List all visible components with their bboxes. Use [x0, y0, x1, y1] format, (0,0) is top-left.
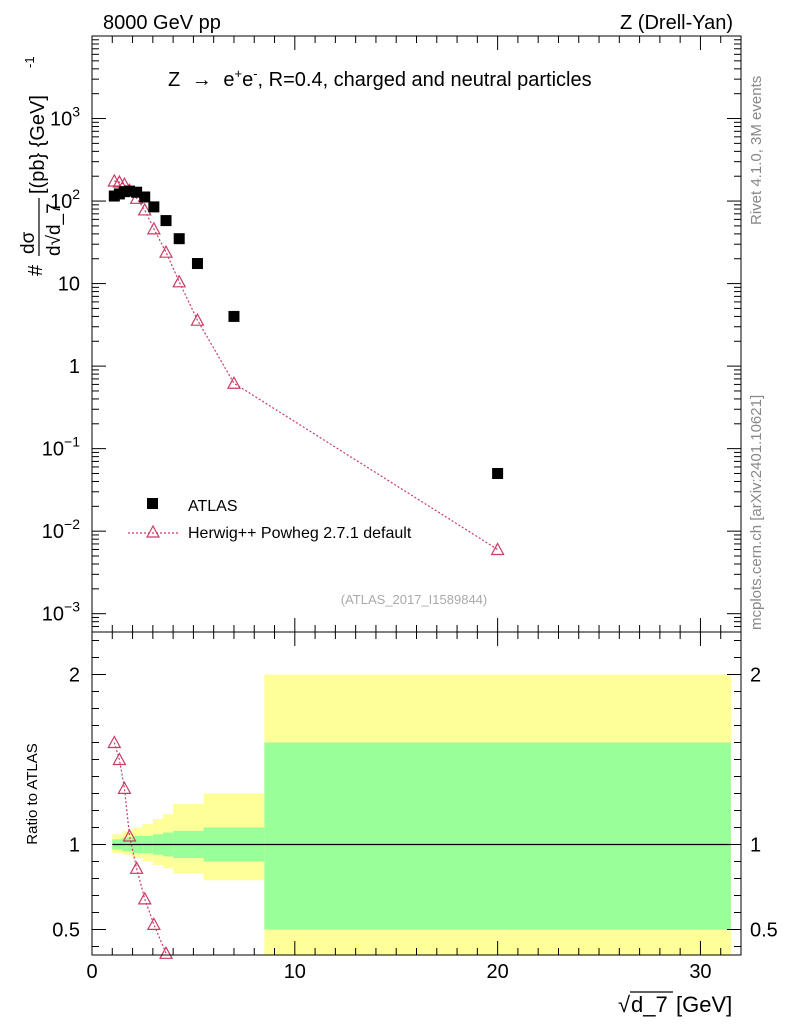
plot-title: Z → e+e-, R=0.4, charged and neutral par… — [168, 66, 592, 91]
mc-point — [490, 542, 505, 556]
main-plot-frame — [91, 35, 742, 633]
svg-text:dσ: dσ — [18, 231, 39, 254]
legend-mc-marker — [145, 524, 161, 538]
legend-data-label: ATLAS — [188, 498, 238, 515]
data-point — [173, 233, 185, 245]
mc-point — [190, 312, 205, 326]
y-tick-label: 10−2 — [42, 516, 80, 543]
mc-point — [172, 274, 187, 288]
svg-text:-1: -1 — [22, 56, 37, 68]
svg-text:√: √ — [618, 992, 631, 1017]
band-inner — [264, 742, 731, 930]
mc-points — [107, 173, 505, 556]
svg-text:#: # — [25, 264, 47, 276]
ratio-mc-point — [146, 917, 161, 931]
ratio-y-tick-label-right: 1 — [750, 835, 761, 857]
rivet-label: Rivet 4.1.0, 3M events — [748, 76, 765, 225]
legend-mc-label: Herwig++ Powheg 2.7.1 default — [188, 525, 412, 542]
x-tick-label: 0 — [86, 961, 97, 983]
y-tick-label: 10−3 — [42, 599, 80, 626]
header-left: 8000 GeV pp — [103, 12, 221, 34]
y-tick-label: 102 — [50, 186, 80, 213]
header-right: Z (Drell-Yan) — [620, 12, 733, 34]
mc-point — [159, 244, 174, 258]
ratio-mc-point — [129, 861, 144, 874]
main-x-ticks — [91, 36, 742, 632]
ratio-y-tick-label-right: 2 — [750, 665, 761, 687]
ratio-y-tick-label-right: 0.5 — [750, 920, 778, 942]
data-point — [124, 185, 136, 197]
data-points — [108, 185, 504, 479]
mc-point — [137, 202, 152, 216]
data-point — [139, 191, 151, 203]
ratio-y-tick-label-left: 0.5 — [52, 920, 80, 942]
legend-data-marker — [147, 498, 158, 509]
analysis-id: (ATLAS_2017_I1589844) — [341, 592, 487, 607]
data-point — [191, 258, 203, 270]
ratio-mc-point — [107, 735, 122, 749]
y-tick-label: 1 — [69, 356, 80, 378]
ratio-y-label: Ratio to ATLAS — [24, 743, 41, 844]
data-point — [131, 186, 143, 198]
ratio-mc-point — [112, 752, 127, 766]
svg-text:d_7: d_7 — [631, 992, 668, 1017]
y-tick-label: 10 — [58, 274, 80, 296]
main-y-ticks: 10−3 10−2 10−1 1 10 102 103 — [42, 35, 741, 633]
ratio-bands — [112, 674, 731, 955]
ratio-mc-point — [159, 946, 174, 959]
ratio-plot: 0 10 20 30 0.5 0.5 1 1 2 2 Ratio to ATLAS √ d_7 [… — [24, 631, 778, 1017]
mc-line — [114, 180, 498, 550]
data-point — [148, 201, 160, 213]
ratio-mc-point — [117, 781, 132, 795]
main-plot: 10−3 10−2 10−1 1 10 102 103 Z → e+e-, R=0.4, c… — [18, 35, 742, 633]
mc-point — [146, 221, 161, 235]
svg-text:[GeV]: [GeV] — [676, 992, 732, 1017]
ratio-y-tick-label-left: 1 — [69, 835, 80, 857]
mcplots-label: mcplots.cern.ch [arXiv:2401.10621] — [748, 395, 765, 630]
x-axis-label: √ d_7 [GeV] — [618, 991, 732, 1017]
ratio-mc-points — [107, 735, 174, 959]
x-tick-label: 30 — [689, 961, 711, 983]
ratio-y-tick-label-left: 2 — [69, 665, 80, 687]
data-point — [160, 215, 172, 227]
ratio-mc-point — [122, 828, 137, 842]
svg-text:d√d_7: d√d_7 — [44, 203, 65, 256]
data-point — [228, 310, 240, 322]
mc-point — [226, 375, 241, 389]
svg-text:[(pb} {GeV]: [(pb} {GeV] — [27, 95, 49, 194]
x-tick-label: 10 — [284, 961, 306, 983]
main-y-label: # dσ d√d_7 [(pb} {GeV] -1 — [18, 56, 65, 276]
ratio-mc-point — [137, 891, 152, 905]
x-tick-label: 20 — [487, 961, 509, 983]
data-point — [492, 467, 504, 479]
legend: ATLAS Herwig++ Powheg 2.7.1 default — [128, 498, 412, 542]
ratio-ticks: 0 10 20 30 0.5 0.5 1 1 2 2 — [52, 632, 778, 983]
y-tick-label: 10−1 — [42, 434, 80, 461]
y-tick-label: 103 — [50, 104, 80, 131]
